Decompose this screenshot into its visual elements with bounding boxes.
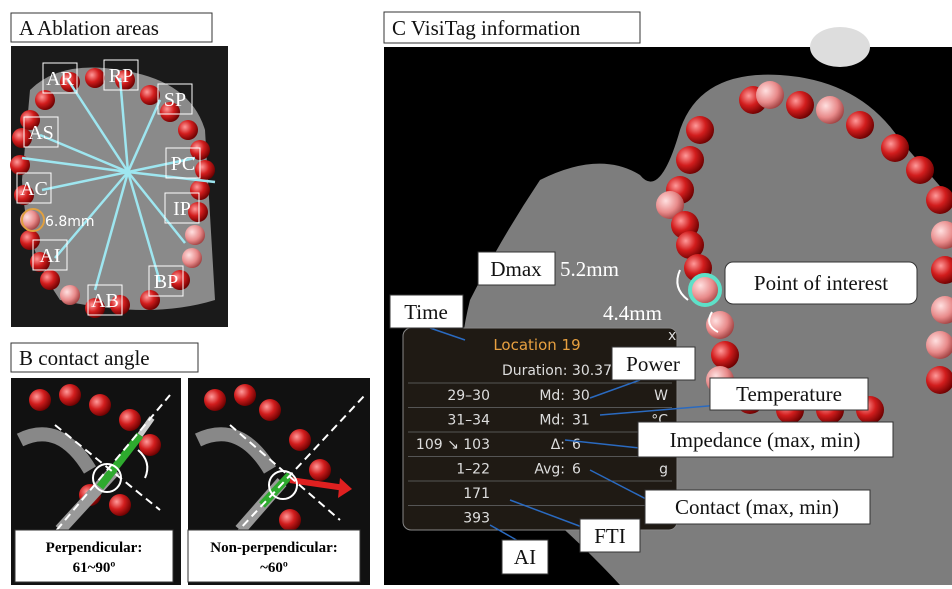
table-cell: 171 <box>463 486 490 502</box>
panel-title: A Ablation areas <box>19 16 159 40</box>
distance: 5.2mm <box>560 257 619 281</box>
caption: 61~90º <box>73 560 116 576</box>
measure: 6.8mm <box>45 214 95 230</box>
ablation-point <box>309 459 331 481</box>
ablation-point <box>686 116 714 144</box>
panel-a: A Ablation areas AR RP SP AS PC AC IP AI BP AB 6.… <box>10 13 228 327</box>
table-cell: 109 ↘ 103 <box>416 437 490 453</box>
table-cell: 31–34 <box>447 413 490 429</box>
area-label: AC <box>20 178 48 200</box>
ablation-point <box>711 341 739 369</box>
close[interactable]: x <box>668 328 676 344</box>
table-cell: g <box>659 462 668 478</box>
table-cell: Md: <box>539 388 565 404</box>
area-label: AI <box>39 245 60 267</box>
callout: Power <box>626 352 680 376</box>
ablation-point <box>289 429 311 451</box>
panel-title: B contact angle <box>19 346 150 370</box>
figure: A Ablation areas AR RP SP AS PC AC IP AI BP AB 6.… <box>0 0 952 589</box>
ablation-point <box>259 399 281 421</box>
area-label: AS <box>28 122 54 144</box>
area-label: AB <box>91 290 119 312</box>
area-label: PC <box>171 153 195 175</box>
ablation-point <box>119 409 141 431</box>
callout: Impedance (max, min) <box>670 428 861 452</box>
ablation-point <box>140 290 160 310</box>
table-cell: 31 <box>572 413 590 429</box>
area-label: IP <box>173 198 191 220</box>
table-cell: Md: <box>539 413 565 429</box>
panel-title: C VisiTag information <box>392 16 581 40</box>
caption: ~60º <box>260 560 288 576</box>
caption: Non-perpendicular: <box>210 540 338 556</box>
area-label: AR <box>46 68 74 90</box>
ablation-point <box>195 160 215 180</box>
callout: Temperature <box>736 382 842 406</box>
callout: Dmax <box>490 257 542 281</box>
ablation-point <box>906 156 934 184</box>
table-cell: 29–30 <box>447 388 490 404</box>
ablation-point <box>188 202 208 222</box>
area-label: SP <box>164 89 186 111</box>
ablation-point <box>185 225 205 245</box>
callout: AI <box>514 545 536 569</box>
distance: 4.4mm <box>603 301 662 325</box>
table-cell: 393 <box>463 511 490 527</box>
ablation-point <box>182 248 202 268</box>
poi-marker <box>690 275 720 305</box>
ablation-point <box>786 91 814 119</box>
cap <box>810 27 870 67</box>
panel-b: B contact angle Perpendicular: 61~90º No… <box>11 343 370 585</box>
table-cell: Δ: <box>551 437 565 453</box>
ablation-point <box>279 509 301 531</box>
ablation-point <box>178 120 198 140</box>
ablation-point <box>234 384 256 406</box>
duration: Duration: 30.37 <box>502 363 612 379</box>
callout: FTI <box>594 524 626 548</box>
ablation-point <box>29 389 51 411</box>
ablation-point <box>60 285 80 305</box>
ablation-point <box>109 494 131 516</box>
ablation-point <box>881 134 909 162</box>
ablation-point <box>59 384 81 406</box>
ablation-point <box>846 111 874 139</box>
table-cell: 1–22 <box>456 462 490 478</box>
ablation-point <box>816 96 844 124</box>
table-cell: 6 <box>572 462 581 478</box>
ablation-point <box>140 85 160 105</box>
table-cell: Avg: <box>534 462 565 478</box>
ablation-point <box>756 81 784 109</box>
caption: Perpendicular: <box>46 540 143 556</box>
table-cell: 30 <box>572 388 590 404</box>
ablation-point <box>89 394 111 416</box>
callout: Point of interest <box>754 271 888 295</box>
ablation-point <box>676 146 704 174</box>
ablation-point <box>40 270 60 290</box>
table-cell: W <box>654 388 668 404</box>
callout: Time <box>404 300 448 324</box>
area-label: RP <box>109 65 133 87</box>
callout: Contact (max, min) <box>675 495 839 519</box>
ablation-point <box>190 180 210 200</box>
panel-c: C VisiTag information Dmax 5.2mm 4.4mm P… <box>384 12 952 585</box>
table-header: Location 19 <box>493 336 580 354</box>
table-cell: 6 <box>572 437 581 453</box>
ablation-point <box>85 68 105 88</box>
ablation-point <box>204 389 226 411</box>
area-label: BP <box>154 271 178 293</box>
